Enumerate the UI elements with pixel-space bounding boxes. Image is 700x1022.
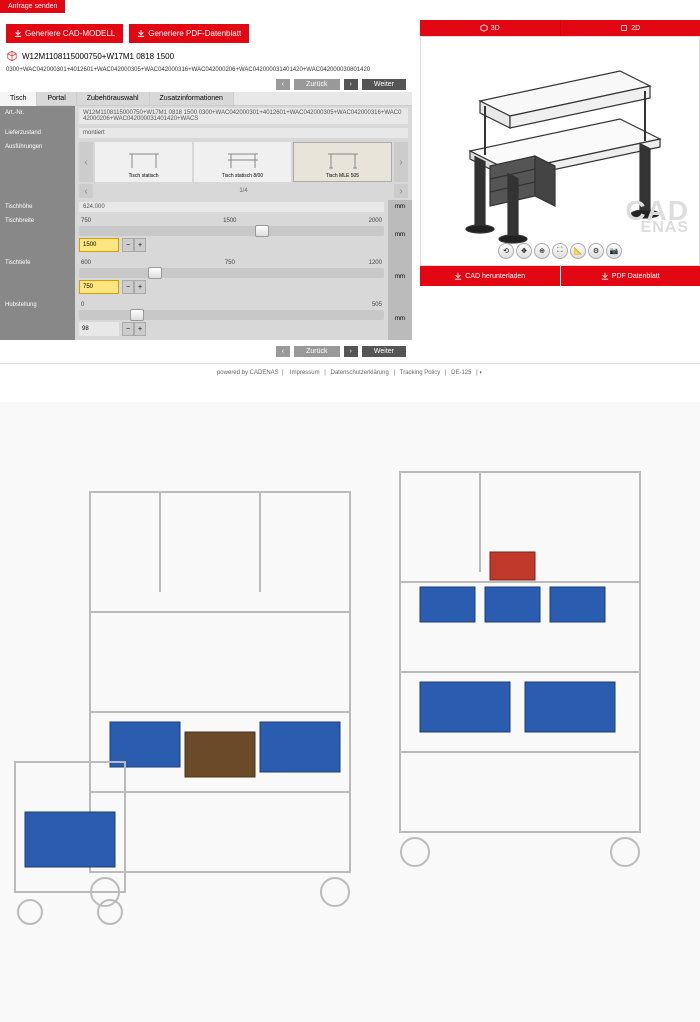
nav-next-arrow-button[interactable]: › [344, 79, 358, 90]
cadenas-watermark: CAD ENAS [625, 200, 689, 235]
tiefe-decrement[interactable]: − [122, 280, 134, 294]
variant-page-prev[interactable]: ‹ [79, 184, 93, 198]
download-icon [454, 272, 462, 280]
viewer-tool-settings[interactable]: ⚙ [588, 243, 604, 259]
slider-tiefe[interactable] [79, 268, 384, 278]
viewer-toolbar: ⟲ ✥ ⊕ ⛶ 📐 ⚙ 📷 [498, 243, 622, 259]
download-icon [14, 30, 22, 38]
tab-zusatz[interactable]: Zusatzinformationen [150, 92, 234, 105]
configurator-panel: Generiere CAD-MODELL Generiere PDF-Daten… [0, 20, 412, 359]
value-liefer: montiert [79, 128, 408, 138]
download-pdf-button[interactable]: PDF Datenblatt [561, 266, 700, 286]
viewer-tool-measure[interactable]: 📐 [570, 243, 586, 259]
viewer-tool-fit[interactable]: ⛶ [552, 243, 568, 259]
3d-viewer[interactable]: CAD ENAS ⟲ ✥ ⊕ ⛶ 📐 ⚙ 📷 [420, 36, 700, 266]
viewer-tab-3d[interactable]: 3D [420, 20, 561, 36]
unit-mm: mm [388, 200, 412, 214]
footer-link-lang[interactable]: DE-125 [451, 370, 471, 376]
cube-icon [6, 50, 18, 62]
variant-page-next[interactable]: › [394, 184, 408, 198]
hub-increment[interactable]: + [134, 322, 146, 336]
tab-portal[interactable]: Portal [37, 92, 76, 105]
unit-mm: mm [388, 298, 412, 340]
unit-mm: mm [388, 256, 412, 298]
variant-option-3[interactable]: Tisch MLE 505 [293, 142, 392, 182]
product-code: 0300+WAC042000301+4012601+WAC042000305+W… [0, 65, 412, 77]
label-breite: Tischbreite [0, 214, 75, 256]
variant-pager: 1/4 [239, 188, 247, 194]
footer: powered by CADENAS | Impressum | Datensc… [0, 363, 700, 382]
download-cad-button[interactable]: CAD herunterladen [420, 266, 560, 286]
nav-prev-button-2[interactable]: ‹ [276, 346, 290, 357]
generate-cad-button[interactable]: Generiere CAD-MODELL [6, 24, 123, 43]
viewer-tool-pan[interactable]: ✥ [516, 243, 532, 259]
download-icon [601, 272, 609, 280]
variant-option-2[interactable]: Tisch statisch 8/00 [194, 142, 291, 182]
input-breite[interactable]: 1500 [79, 238, 119, 252]
slider-hub[interactable] [79, 310, 384, 320]
variant-next-button[interactable]: › [394, 142, 408, 182]
tab-zubehoer[interactable]: Zubehörauswahl [77, 92, 150, 105]
input-hub[interactable]: 98 [79, 322, 119, 336]
viewer-panel: 3D 2D [420, 20, 700, 359]
footer-link-tracking[interactable]: Tracking Policy [400, 370, 440, 376]
tab-tisch[interactable]: Tisch [0, 92, 37, 106]
product-title: W12M1108115000750+W17M1 0818 1500 [22, 52, 174, 61]
label-hoehe: Tischhöhe [0, 200, 75, 214]
nav-next-button[interactable]: Weiter [362, 79, 406, 90]
viewer-tool-screenshot[interactable]: 📷 [606, 243, 622, 259]
viewer-tool-zoom[interactable]: ⊕ [534, 243, 550, 259]
hub-decrement[interactable]: − [122, 322, 134, 336]
product-photo [0, 402, 700, 1022]
label-artnr: Art.-Nr. [0, 106, 75, 126]
footer-link-datenschutz[interactable]: Datenschutzerklärung [330, 370, 388, 376]
variant-prev-button[interactable]: ‹ [79, 142, 93, 182]
viewer-tab-2d[interactable]: 2D [561, 20, 700, 36]
request-button[interactable]: Anfrage senden [0, 0, 65, 13]
nav-back-button[interactable]: Zurück [294, 79, 339, 90]
nav-next-button-2[interactable]: Weiter [362, 346, 406, 357]
cube-icon [480, 24, 488, 32]
social-icon[interactable]: ◐ [479, 370, 483, 376]
unit-mm: mm [388, 214, 412, 256]
slider-hub-thumb[interactable] [130, 309, 144, 321]
tiefe-increment[interactable]: + [134, 280, 146, 294]
breite-decrement[interactable]: − [122, 238, 134, 252]
viewer-tool-rotate[interactable]: ⟲ [498, 243, 514, 259]
slider-tiefe-thumb[interactable] [148, 267, 162, 279]
input-tiefe[interactable]: 750 [79, 280, 119, 294]
slider-breite-thumb[interactable] [255, 225, 269, 237]
label-liefer: Lieferzustand [0, 126, 75, 140]
generate-pdf-button[interactable]: Generiere PDF-Datenblatt [129, 24, 249, 43]
value-hoehe: 624.000 [79, 202, 384, 212]
value-artnr: W12M1108115000750+W17M1 0818 1500 0300+W… [79, 108, 408, 124]
slider-breite[interactable] [79, 226, 384, 236]
nav-back-button-2[interactable]: Zurück [294, 346, 339, 357]
nav-prev-button[interactable]: ‹ [276, 79, 290, 90]
breite-increment[interactable]: + [134, 238, 146, 252]
footer-link-impressum[interactable]: Impressum [290, 370, 320, 376]
label-ausfuehrung: Ausführungen [0, 140, 75, 200]
label-tiefe: Tischtiefe [0, 256, 75, 298]
download-icon [137, 30, 145, 38]
nav-next-arrow-button-2[interactable]: › [344, 346, 358, 357]
square-icon [620, 24, 628, 32]
config-tabs: Tisch Portal Zubehörauswahl Zusatzinform… [0, 92, 412, 106]
label-hub: Hubstellung [0, 298, 75, 340]
product-title-row: W12M1108115000750+W17M1 0818 1500 [0, 47, 412, 65]
variant-option-1[interactable]: Tisch statisch [95, 142, 192, 182]
